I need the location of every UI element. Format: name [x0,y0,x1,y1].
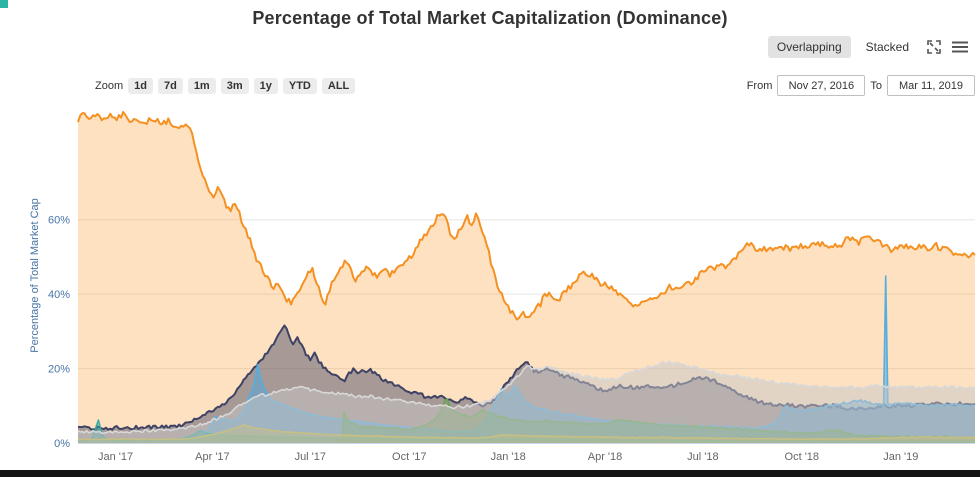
hamburger-menu-icon[interactable] [950,38,970,56]
fullscreen-icon[interactable] [924,38,944,56]
bottom-bar [0,470,980,477]
zoom-button-3m[interactable]: 3m [220,78,249,94]
y-tick-label: 40% [48,289,70,301]
zoom-button-ytd[interactable]: YTD [282,78,317,94]
to-label: To [870,79,882,92]
from-date-input[interactable] [777,75,866,96]
series-area-bitcoin [78,111,975,444]
corner-mark [0,0,8,8]
x-tick-label: Oct '17 [392,451,427,463]
y-axis-title: Percentage of Total Market Cap [29,198,41,353]
zoom-button-1y[interactable]: 1y [253,78,278,94]
x-tick-label: Apr '18 [588,451,623,463]
x-tick-label: Jul '18 [687,451,718,463]
series-area-others [78,361,975,443]
y-tick-label: 20% [48,364,70,376]
zoom-button-1d[interactable]: 1d [128,78,153,94]
page-title: Percentage of Total Market Capitalizatio… [252,8,728,28]
x-tick-label: Jan '18 [491,451,526,463]
overlapping-button[interactable]: Overlapping [767,36,851,58]
zoom-label: Zoom [95,80,124,92]
zoom-button-all[interactable]: ALL [321,78,356,94]
y-tick-label: 60% [48,215,70,227]
from-label: From [746,79,773,92]
chart-mode-controls: Overlapping Stacked [767,36,970,58]
x-tick-label: Oct '18 [785,451,820,463]
zoom-button-1m[interactable]: 1m [187,78,216,94]
y-tick-label: 0% [54,438,70,450]
x-tick-label: Jul '17 [295,451,326,463]
series-line-others [77,360,976,434]
zoom-button-7d[interactable]: 7d [157,78,183,94]
to-date-input[interactable] [887,75,975,96]
date-range-inputs: From To [747,75,975,96]
x-tick-label: Jan '19 [883,451,918,463]
stacked-button[interactable]: Stacked [857,36,918,58]
x-tick-label: Apr '17 [195,451,230,463]
x-tick-label: Jan '17 [98,451,133,463]
zoom-range-selector: Zoom 1d 7d 1m 3m 1y YTD ALL [95,78,356,94]
series-line-bitcoin [77,110,976,321]
